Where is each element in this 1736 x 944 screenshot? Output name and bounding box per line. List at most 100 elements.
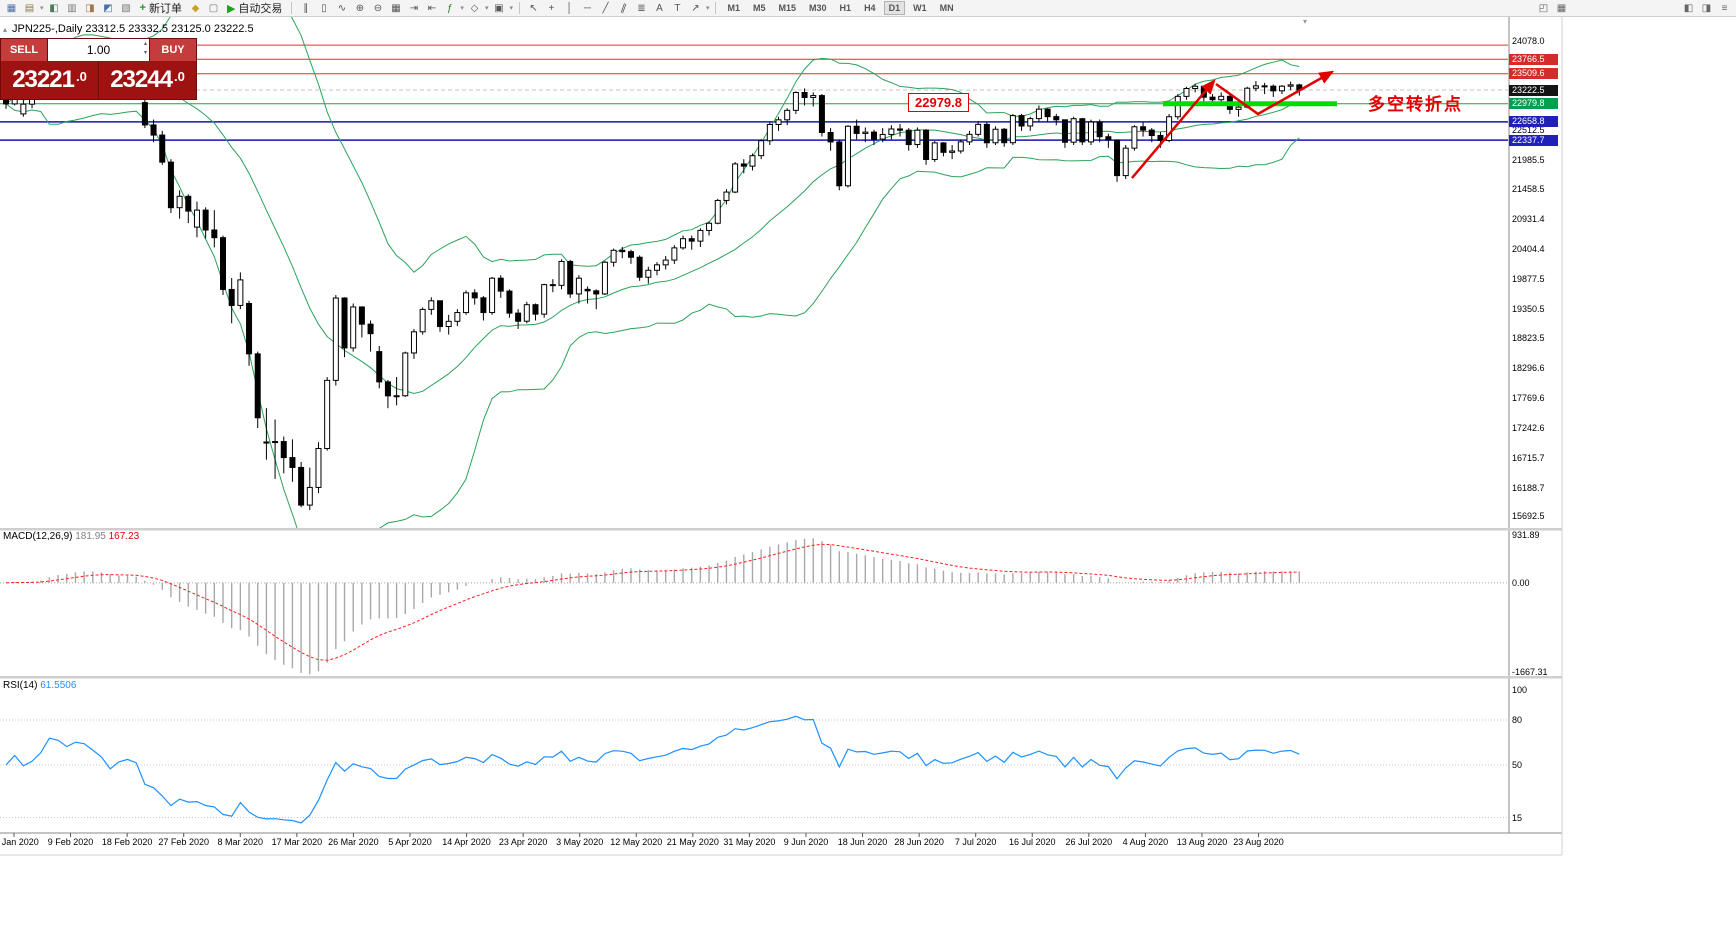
candle xyxy=(758,140,765,157)
auto-trading-button[interactable]: ▶ 自动交易 xyxy=(223,0,286,16)
profiles-icon[interactable]: ▤ xyxy=(24,2,35,14)
candle xyxy=(853,125,860,134)
navigator-icon[interactable]: ◨ xyxy=(85,2,95,14)
sell-price[interactable]: 23221 .0 xyxy=(1,61,98,99)
price-flag-label[interactable]: 22979.8 xyxy=(908,93,969,112)
candle xyxy=(419,308,426,333)
candle xyxy=(20,103,27,115)
strategy-tester-icon[interactable]: ▧ xyxy=(121,2,131,14)
buy-price[interactable]: 23244 .0 xyxy=(99,61,196,99)
auto-scroll-icon[interactable]: ⇥ xyxy=(409,2,419,14)
crosshair-icon[interactable]: + xyxy=(548,2,555,14)
candle xyxy=(202,209,209,231)
terminal-icon[interactable]: ◩ xyxy=(103,2,113,14)
indicators-icon[interactable]: ƒ xyxy=(447,2,453,14)
annotation-text[interactable]: 多空转折点 xyxy=(1368,95,1463,114)
new-chart-icon[interactable]: ▦ xyxy=(6,2,17,14)
buy-button[interactable]: BUY xyxy=(150,39,196,61)
bar-chart-icon[interactable]: ∥ xyxy=(303,2,309,14)
candle xyxy=(1261,85,1268,88)
menu-more-icon[interactable]: ≡ xyxy=(1721,2,1728,14)
horizontal-line-icon[interactable]: ─ xyxy=(583,2,592,14)
candle xyxy=(714,199,721,224)
candlestick-chart-icon[interactable]: ▯ xyxy=(321,2,327,14)
trendline-icon[interactable]: ╱ xyxy=(602,2,609,14)
channel-icon[interactable]: ∥ xyxy=(619,1,628,15)
timeframe-M30[interactable]: M30 xyxy=(809,3,827,13)
volume-spinner[interactable]: ▴ ▾ xyxy=(144,40,147,58)
zoom-in-icon[interactable]: ⊕ xyxy=(355,2,365,14)
new-order-button[interactable]: + 新订单 xyxy=(136,0,186,16)
templates-icon-caret[interactable]: ▾ xyxy=(509,5,513,12)
sell-button[interactable]: SELL xyxy=(1,39,47,61)
cursor-icon[interactable]: ↖ xyxy=(529,2,538,14)
timeframe-M5[interactable]: M5 xyxy=(753,3,766,13)
timeframe-W1[interactable]: W1 xyxy=(913,3,927,13)
chart-window-icon[interactable]: ◰ xyxy=(1538,2,1549,14)
date-axis-label: 26 Mar 2020 xyxy=(328,837,379,847)
line-chart-icon[interactable]: ∿ xyxy=(337,2,347,14)
candle xyxy=(454,312,461,322)
date-axis-label: 4 Aug 2020 xyxy=(1122,837,1169,847)
vertical-line-icon[interactable]: │ xyxy=(566,2,573,14)
timeframe-H1[interactable]: H1 xyxy=(839,3,852,13)
date-axis-label: 9 Feb 2020 xyxy=(47,837,94,847)
templates-icon[interactable]: ▣ xyxy=(494,2,504,14)
pane-separator[interactable] xyxy=(0,528,1562,531)
date-axis-label: 31 May 2020 xyxy=(723,837,776,847)
candle xyxy=(697,229,704,242)
timeframe-M1[interactable]: M1 xyxy=(727,3,740,13)
periods-icon[interactable]: ◇ xyxy=(470,2,479,14)
arrows-icon[interactable]: ↗ xyxy=(691,2,700,14)
chart-title: ▴ JPN225-,Daily 23312.5 23332.5 23125.0 … xyxy=(3,23,254,35)
candle xyxy=(1157,135,1164,142)
tile-windows-icon[interactable]: ▦ xyxy=(391,2,401,14)
date-axis-label: 14 Apr 2020 xyxy=(442,837,491,847)
layout-grid-icon[interactable]: ▦ xyxy=(1556,2,1567,14)
fibonacci-icon[interactable]: ≣ xyxy=(637,2,646,14)
trend-arrow[interactable] xyxy=(1131,79,1216,179)
collapse-chart-icon[interactable]: ▴ xyxy=(3,24,8,34)
candle xyxy=(1114,139,1121,177)
arrows-icon-caret[interactable]: ▾ xyxy=(705,5,710,12)
volume-up-icon[interactable]: ▴ xyxy=(143,41,147,47)
date-axis-label: 18 Jun 2020 xyxy=(837,837,888,847)
rsi-axis-label: 50 xyxy=(1512,760,1523,770)
volume-input[interactable]: 1.00 ▴ ▾ xyxy=(47,39,150,61)
chart-shift-icon[interactable]: ⇤ xyxy=(427,2,437,14)
dock-right-icon[interactable]: ◨ xyxy=(1701,2,1712,14)
periods-icon-caret[interactable]: ▾ xyxy=(484,5,489,12)
price-tag: 23766.5 xyxy=(1509,53,1558,65)
market-watch-icon[interactable]: ◧ xyxy=(49,2,59,14)
timeframe-MN[interactable]: MN xyxy=(939,3,954,13)
volume-down-icon[interactable]: ▾ xyxy=(143,50,147,56)
candle xyxy=(836,141,843,187)
buy-price-frac: .0 xyxy=(173,68,185,84)
metaeditor-icon[interactable]: ◆ xyxy=(191,2,200,14)
label-icon[interactable]: T xyxy=(674,2,681,14)
fullscreen-icon[interactable]: ▢ xyxy=(208,2,219,14)
chart-shift-marker-icon[interactable]: ▾ xyxy=(1303,17,1308,26)
timeframe-D1[interactable]: D1 xyxy=(883,1,906,15)
trend-arrow[interactable] xyxy=(1215,70,1335,116)
candle xyxy=(515,312,522,322)
candle xyxy=(358,306,365,325)
data-window-icon[interactable]: ▥ xyxy=(67,2,77,14)
candle xyxy=(167,161,174,209)
text-icon[interactable]: A xyxy=(656,2,663,14)
candle xyxy=(662,259,669,266)
candle xyxy=(237,279,244,306)
zoom-out-icon[interactable]: ⊖ xyxy=(373,2,383,14)
timeframe-M15[interactable]: M15 xyxy=(778,3,797,13)
macd-axis-label: -1667.31 xyxy=(1512,667,1548,677)
candle xyxy=(619,249,626,253)
candle xyxy=(723,191,730,201)
indicators-icon-caret[interactable]: ▾ xyxy=(460,5,464,12)
candle xyxy=(1079,118,1086,143)
timeframe-H4[interactable]: H4 xyxy=(864,3,876,13)
pane-separator[interactable] xyxy=(0,676,1562,679)
dock-left-icon[interactable]: ◧ xyxy=(1683,2,1694,14)
profiles-icon-caret[interactable]: ▾ xyxy=(40,5,44,12)
